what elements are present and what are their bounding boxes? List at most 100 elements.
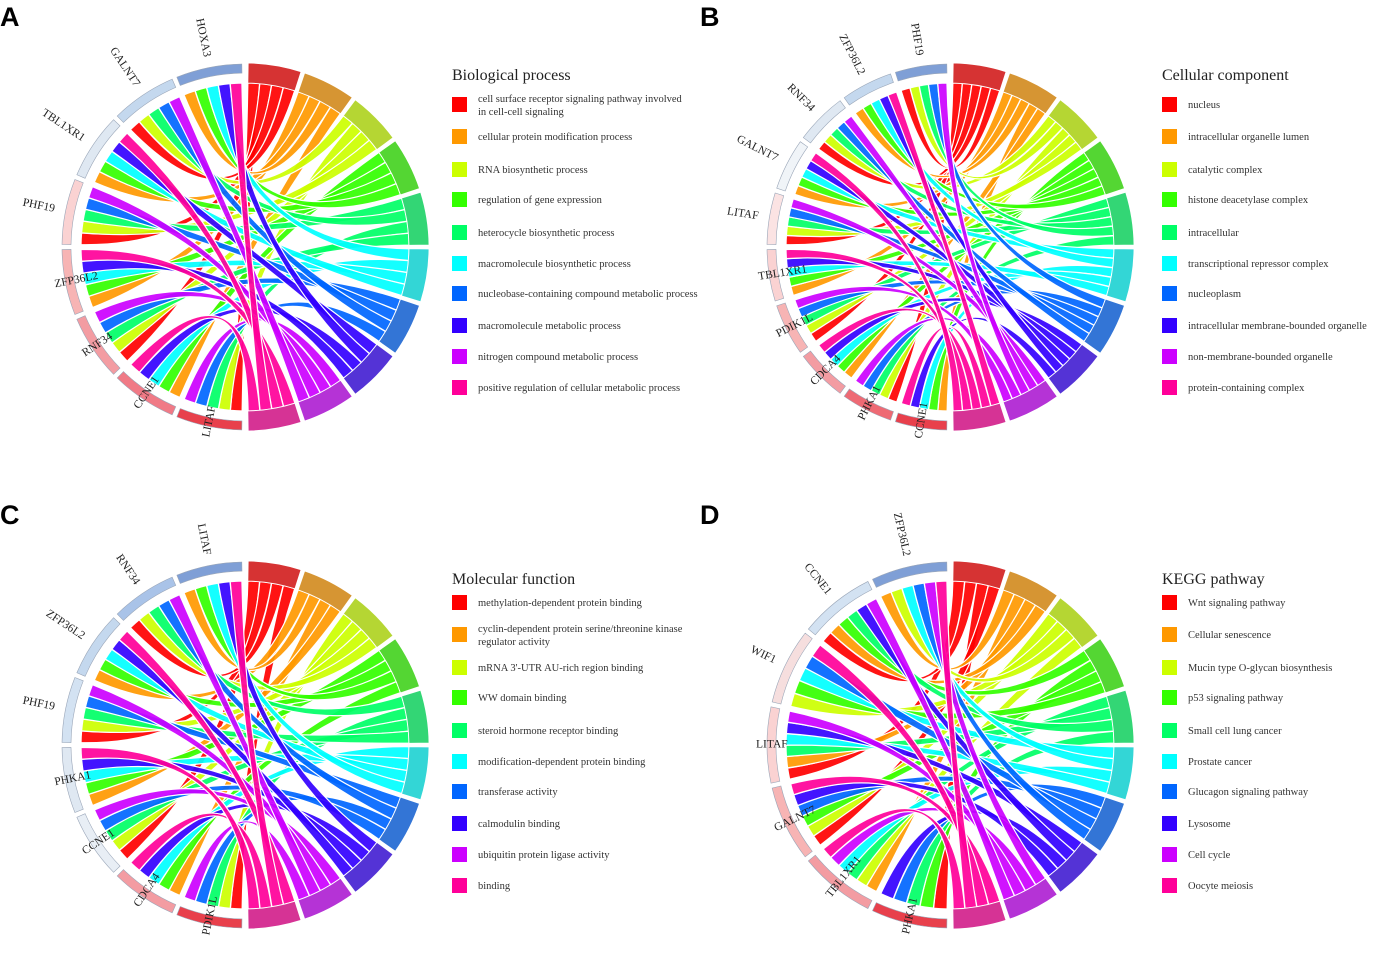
- chord-ribbon: [878, 94, 1064, 374]
- term-arc: [401, 248, 430, 303]
- legend-swatch: [452, 595, 467, 610]
- chord-ribbons: [785, 82, 1115, 412]
- legend-swatch: [452, 97, 467, 112]
- panel-letter: A: [0, 2, 20, 32]
- chord-ribbon: [168, 95, 311, 403]
- gene-label: PHF19: [908, 22, 925, 56]
- gene-arc: [116, 78, 177, 123]
- chord-ribbon: [862, 102, 1107, 210]
- legend-label: non-membrane-bounded organelle: [1188, 352, 1333, 363]
- term-arc: [1002, 379, 1058, 422]
- legend-swatch: [452, 878, 467, 893]
- term-arc: [401, 689, 430, 744]
- gene-arc: [61, 747, 84, 813]
- legend-label: calmodulin binding: [478, 819, 561, 830]
- legend-label: binding: [478, 881, 511, 892]
- term-arc: [1002, 570, 1058, 613]
- legend-swatch: [452, 349, 467, 364]
- legend-label: Lysosome: [1188, 819, 1231, 830]
- legend-label: protein-containing complex: [1188, 383, 1305, 394]
- legend-label: RNA biosynthetic process: [478, 165, 588, 176]
- legend-label: macromolecule metabolic process: [478, 321, 621, 332]
- gene-arc: [776, 141, 809, 192]
- term-arc: [952, 560, 1007, 590]
- gene-label: LITAF: [726, 205, 759, 222]
- term-arc: [247, 62, 302, 92]
- legend-swatch: [452, 225, 467, 240]
- chord-ribbon: [183, 90, 332, 175]
- term-arc: [1106, 689, 1135, 744]
- legend-swatch: [452, 129, 467, 144]
- gene-label: ZFP36L2: [836, 32, 867, 77]
- chord-ribbon: [194, 301, 387, 408]
- gene-arc: [176, 906, 243, 929]
- legend-swatch: [1162, 318, 1177, 333]
- term-arc: [1047, 343, 1099, 395]
- chord-ribbon: [879, 589, 1015, 671]
- chord-ribbon: [935, 580, 978, 909]
- chord-ribbon: [822, 808, 966, 910]
- legend-swatch: [1162, 225, 1177, 240]
- legend-label: catalytic complex: [1188, 165, 1263, 176]
- term-arc: [342, 99, 394, 151]
- gene-arc: [766, 192, 785, 245]
- legend-swatch: [1162, 690, 1177, 705]
- legend-label: nitrogen compound metabolic process: [478, 352, 638, 363]
- gene-arc: [771, 785, 813, 858]
- legend-label: Cell cycle: [1188, 850, 1231, 861]
- gene-arc: [76, 119, 121, 179]
- term-arc: [1083, 298, 1125, 354]
- legend-label: steroid hormone receptor binding: [478, 726, 619, 737]
- legend-label: transferase activity: [478, 787, 558, 798]
- legend-swatch: [1162, 816, 1177, 831]
- legend-title: Biological process: [452, 67, 571, 84]
- gene-arc: [61, 677, 84, 743]
- legend: Molecular function methylation-dependent …: [452, 571, 683, 893]
- legend-swatch: [1162, 754, 1177, 769]
- chord-ribbon: [168, 593, 321, 897]
- legend-swatch: [1162, 256, 1177, 271]
- legend-swatch: [452, 690, 467, 705]
- legend-label: intracellular organelle lumen: [1188, 132, 1310, 143]
- gene-label: LITAF: [756, 739, 788, 751]
- legend-swatch: [452, 380, 467, 395]
- chord-ribbons: [80, 580, 410, 910]
- legend-label: cell surface receptor signaling pathway …: [478, 94, 683, 118]
- chord-ribbon: [887, 91, 1001, 407]
- legend-swatch: [1162, 723, 1177, 738]
- term-arc: [1083, 638, 1125, 694]
- gene-arc: [176, 561, 243, 584]
- legend-label: Oocyte meiosis: [1188, 881, 1253, 892]
- gene-label: RNF34: [113, 552, 142, 587]
- gene-arc: [176, 63, 243, 86]
- legend-label: methylation-dependent protein binding: [478, 598, 643, 609]
- chord-ribbon: [927, 82, 1107, 309]
- chord-ribbon: [217, 83, 371, 364]
- chord-ribbon: [918, 83, 1115, 237]
- gene-label: PHF19: [22, 197, 57, 215]
- term-arc: [1083, 140, 1125, 196]
- legend-label: macromolecule biosynthetic process: [478, 259, 631, 270]
- term-arc: [1002, 72, 1058, 115]
- legend-title: Molecular function: [452, 571, 575, 588]
- term-arc: [401, 191, 430, 246]
- legend-label: positive regulation of cellular metaboli…: [478, 383, 680, 394]
- term-arc: [378, 638, 420, 694]
- gene-arc: [766, 706, 781, 784]
- chord-ribbon: [129, 582, 284, 678]
- legend: KEGG pathway Wnt signaling pathway Cellula…: [1162, 571, 1332, 893]
- chord-ribbon: [794, 285, 1013, 403]
- chord-ribbon: [870, 98, 1115, 269]
- gene-arc: [766, 249, 785, 302]
- chord-panel-b: BCCNE1PHKA1CDCA4PDIK1LTBL1XR1LITAFGALNT7…: [700, 2, 1367, 439]
- gene-label: WIF1: [748, 644, 778, 667]
- gene-label: RNF34: [785, 82, 818, 115]
- chord-ribbon: [909, 85, 1064, 180]
- chord-ribbon: [901, 584, 1115, 771]
- legend-label: nucleus: [1188, 100, 1220, 111]
- legend-swatch: [452, 847, 467, 862]
- chord-ribbons: [785, 580, 1115, 910]
- gene-label: GALNT7: [735, 133, 781, 164]
- term-arc: [342, 597, 394, 649]
